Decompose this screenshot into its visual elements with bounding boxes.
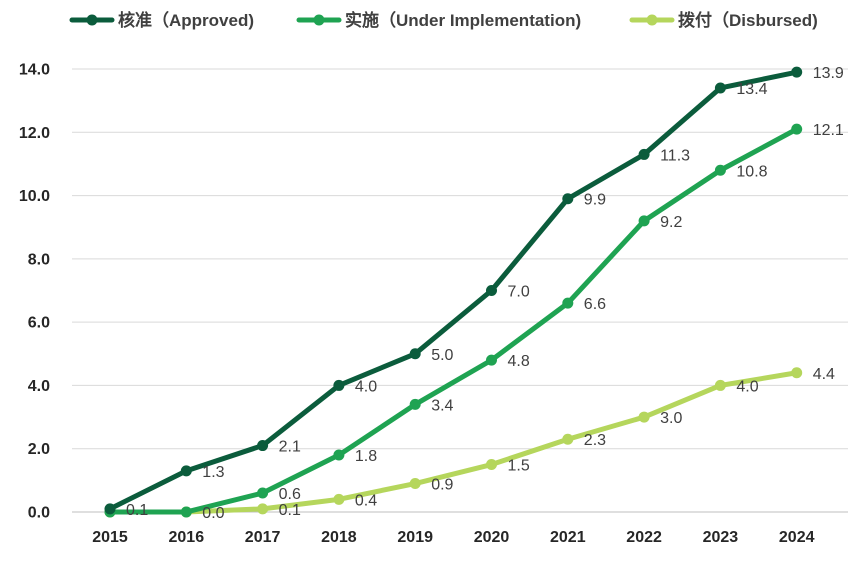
- x-axis: 2015 2016 2017 2018 2019 2020 2021 2022 2023 2024: [92, 529, 814, 546]
- series-line: [107, 69, 800, 512]
- data-point: [409, 478, 421, 490]
- x-tick-label: 2017: [245, 529, 281, 546]
- data-label: 0.6: [279, 486, 301, 503]
- y-tick-label: 14.0: [19, 62, 50, 79]
- data-point: [638, 411, 650, 423]
- series-2: [104, 367, 803, 518]
- legend-item: 拨付（Disbursed): [629, 10, 818, 30]
- data-label: 9.9: [584, 192, 606, 209]
- data-point: [486, 354, 497, 366]
- data-label: 1.5: [508, 458, 530, 475]
- data-labels: 0.1 1.3 2.1 4.0 5.0 7.0 9.9 11.3 13.4 13.9 0.6 1.8 3…: [126, 65, 844, 522]
- data-point: [257, 503, 269, 515]
- data-point: [180, 506, 192, 518]
- gridlines: [72, 68, 848, 513]
- data-point: [791, 367, 803, 379]
- x-tick-label: 2015: [92, 529, 128, 546]
- series-line: [107, 126, 800, 515]
- series-0: [104, 66, 803, 515]
- data-point: [638, 148, 650, 160]
- data-point: [562, 193, 574, 205]
- data-point: [333, 379, 345, 391]
- series-line: [107, 370, 800, 515]
- y-tick-label: 8.0: [28, 251, 50, 268]
- x-tick-label: 2020: [474, 529, 510, 546]
- data-point: [791, 123, 803, 135]
- x-tick-label: 2021: [550, 529, 586, 546]
- data-label: 4.0: [736, 378, 758, 395]
- data-point: [791, 66, 803, 78]
- x-tick-label: 2024: [779, 529, 815, 546]
- data-label: 0.1: [279, 502, 301, 519]
- legend-item: 实施（Under Implementation): [296, 10, 581, 30]
- data-label: 5.0: [431, 347, 453, 364]
- data-label: 13.4: [736, 81, 767, 98]
- data-label: 4.4: [813, 366, 835, 383]
- series-lines: [104, 66, 803, 518]
- legend-label: 拨付（Disbursed): [678, 10, 818, 30]
- data-point: [409, 398, 421, 410]
- x-tick-label: 2019: [397, 529, 433, 546]
- data-label: 0.4: [355, 492, 377, 509]
- data-label: 2.3: [584, 432, 606, 449]
- y-tick-label: 2.0: [28, 441, 50, 458]
- data-point: [486, 285, 497, 296]
- data-point: [638, 215, 650, 227]
- data-label: 12.1: [813, 122, 844, 139]
- legend-marker: [646, 14, 658, 26]
- data-label: 11.3: [660, 147, 690, 164]
- data-point: [333, 493, 345, 505]
- legend-label: 核准（Approved): [118, 10, 254, 30]
- y-tick-label: 12.0: [19, 125, 50, 142]
- data-label: 10.8: [736, 163, 767, 180]
- x-tick-label: 2018: [321, 529, 357, 546]
- data-point: [486, 459, 497, 471]
- data-label: 1.3: [202, 464, 224, 481]
- data-label: 9.2: [660, 214, 682, 231]
- data-label: 4.8: [508, 353, 530, 370]
- data-label: 0.0: [202, 505, 224, 522]
- data-label: 6.6: [584, 296, 606, 313]
- data-point: [180, 465, 192, 477]
- legend-marker: [86, 14, 98, 26]
- y-tick-label: 6.0: [28, 315, 50, 332]
- data-point: [409, 348, 421, 360]
- data-label: 3.0: [660, 410, 682, 427]
- x-tick-label: 2016: [169, 529, 205, 546]
- data-label: 4.0: [355, 378, 377, 395]
- data-point: [714, 82, 726, 94]
- data-label: 2.1: [279, 439, 301, 456]
- data-label: 0.9: [431, 477, 453, 494]
- y-tick-label: 10.0: [19, 188, 50, 205]
- data-point: [333, 449, 345, 461]
- data-point: [257, 440, 269, 452]
- data-label: 3.4: [431, 397, 453, 414]
- data-label: 0.1: [126, 502, 148, 519]
- y-axis: 0.0 2.0 4.0 6.0 8.0 10.0 12.0 14.0: [19, 62, 50, 522]
- data-point: [714, 379, 726, 391]
- y-tick-label: 4.0: [28, 378, 50, 395]
- data-label: 7.0: [508, 284, 530, 301]
- legend-label: 实施（Under Implementation): [345, 10, 581, 30]
- data-point: [562, 297, 574, 309]
- data-point: [104, 503, 116, 515]
- x-tick-label: 2023: [703, 529, 739, 546]
- data-point: [257, 487, 269, 499]
- data-label: 13.9: [813, 65, 844, 82]
- data-point: [714, 164, 726, 176]
- legend-marker: [313, 14, 325, 26]
- x-tick-label: 2022: [626, 529, 662, 546]
- legend-item: 核准（Approved): [69, 10, 254, 30]
- y-tick-label: 0.0: [28, 505, 50, 522]
- data-point: [562, 433, 574, 445]
- legend: 核准（Approved) 实施（Under Implementation) 拨付（D…: [69, 10, 818, 30]
- data-label: 1.8: [355, 448, 377, 465]
